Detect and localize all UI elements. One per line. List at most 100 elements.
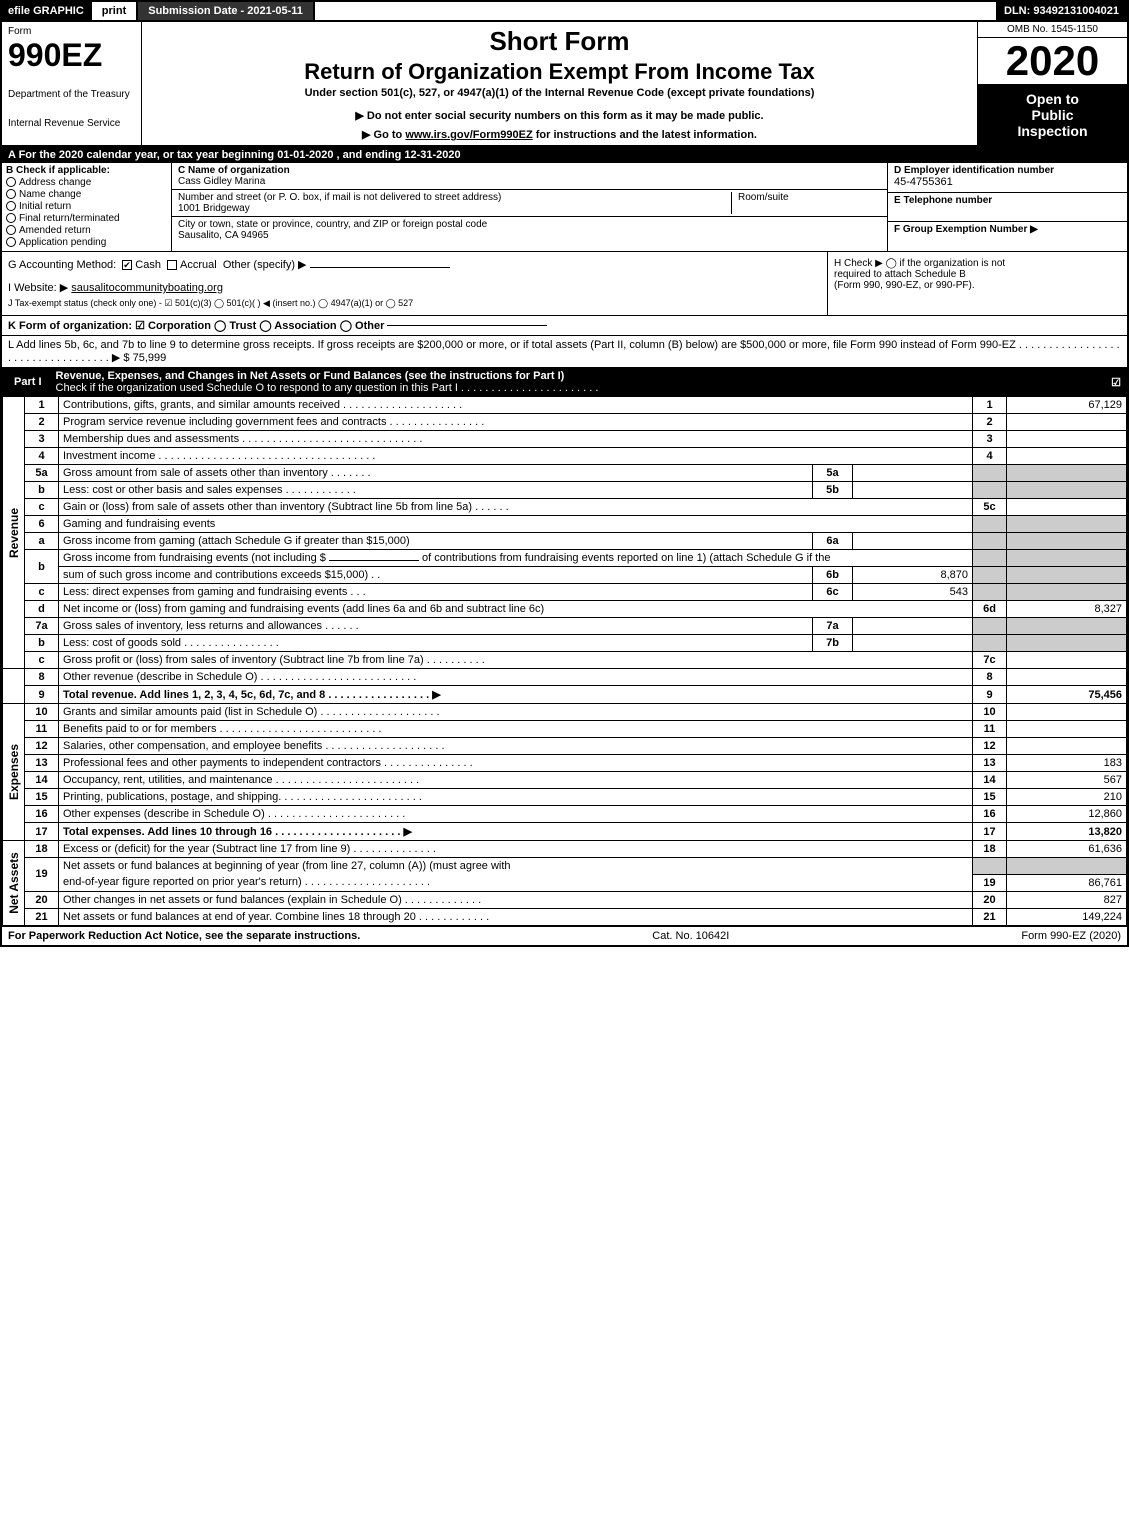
line-key: 10	[973, 704, 1007, 721]
line-amt: 75,456	[1007, 686, 1127, 704]
line-num: 19	[25, 858, 59, 892]
shade-cell	[973, 635, 1007, 652]
part-checkbox[interactable]: ☑	[1111, 376, 1121, 389]
line-desc: Other changes in net assets or fund bala…	[59, 891, 973, 908]
line-desc: Printing, publications, postage, and shi…	[59, 789, 973, 806]
line-num: 15	[25, 789, 59, 806]
cb-final-return[interactable]: Final return/terminated	[6, 213, 167, 224]
under-section: Under section 501(c), 527, or 4947(a)(1)…	[150, 87, 969, 99]
line-amt: 61,636	[1007, 841, 1127, 858]
section-def: D Employer identification number 45-4755…	[887, 163, 1127, 251]
line-amt: 210	[1007, 789, 1127, 806]
part-label: Part I	[8, 375, 48, 389]
efile-label: efile GRAPHIC	[2, 2, 92, 20]
line-key: 4	[973, 448, 1007, 465]
shade-cell	[973, 482, 1007, 499]
k-other-blank[interactable]	[387, 325, 547, 326]
circle-icon	[6, 225, 16, 235]
line-desc: Net assets or fund balances at beginning…	[59, 858, 973, 875]
shade-cell	[1007, 584, 1127, 601]
goto-pre: ▶ Go to	[362, 129, 405, 141]
cb-label: Initial return	[19, 201, 71, 212]
f-label: F Group Exemption Number ▶	[894, 224, 1121, 235]
table-row: 19Net assets or fund balances at beginni…	[3, 858, 1127, 875]
line-amt: 827	[1007, 891, 1127, 908]
shade-cell	[1007, 550, 1127, 567]
line-desc: Gross income from gaming (attach Schedul…	[59, 533, 813, 550]
table-row: 12Salaries, other compensation, and empl…	[3, 738, 1127, 755]
line-desc: Gaming and fundraising events	[59, 516, 973, 533]
form-990ez-page: efile GRAPHIC print Submission Date - 20…	[0, 0, 1129, 947]
sub-val	[853, 533, 973, 550]
ssn-notice: ▶ Do not enter social security numbers o…	[150, 109, 969, 122]
cb-name-change[interactable]: Name change	[6, 189, 167, 200]
cb-label: Address change	[19, 177, 91, 188]
b-heading: B Check if applicable:	[6, 165, 167, 176]
cb-label: Application pending	[19, 237, 106, 248]
line-num: 2	[25, 414, 59, 431]
org-name: Cass Gidley Marina	[178, 176, 881, 187]
cb-initial-return[interactable]: Initial return	[6, 201, 167, 212]
line-num: d	[25, 601, 59, 618]
circle-icon	[6, 189, 16, 199]
goto-link[interactable]: www.irs.gov/Form990EZ	[405, 129, 532, 141]
line-desc: Membership dues and assessments . . . . …	[59, 431, 973, 448]
blank-field[interactable]	[329, 560, 419, 561]
line-desc: Salaries, other compensation, and employ…	[59, 738, 973, 755]
cb-address-change[interactable]: Address change	[6, 177, 167, 188]
cb-label: Name change	[19, 189, 81, 200]
short-form-title: Short Form	[150, 26, 969, 57]
omb-number: OMB No. 1545-1150	[978, 22, 1127, 38]
line-key: 2	[973, 414, 1007, 431]
line-key: 19	[973, 874, 1007, 891]
line-amt: 86,761	[1007, 874, 1127, 891]
shade-cell	[1007, 618, 1127, 635]
header-left: Form 990EZ Department of the Treasury In…	[2, 22, 142, 145]
line-key: 18	[973, 841, 1007, 858]
desc-part: of contributions from fundraising events…	[419, 552, 831, 564]
dept-irs: Internal Revenue Service	[8, 118, 135, 129]
table-row: 14Occupancy, rent, utilities, and mainte…	[3, 772, 1127, 789]
line-num: 9	[25, 686, 59, 704]
line-num: 10	[25, 704, 59, 721]
table-row: b Gross income from fundraising events (…	[3, 550, 1127, 567]
g-row: G Accounting Method: Cash Accrual Other …	[8, 258, 821, 271]
checkbox-cash[interactable]	[122, 260, 132, 270]
line-key: 6d	[973, 601, 1007, 618]
website-link[interactable]: sausalitocommunityboating.org	[71, 282, 223, 294]
part-i-block: Revenue, Expenses, and Changes in Net As…	[56, 370, 1112, 394]
sub-num: 5b	[813, 482, 853, 499]
shade-cell	[973, 533, 1007, 550]
line-num: c	[25, 584, 59, 601]
line-j: J Tax-exempt status (check only one) - ☑…	[8, 298, 821, 309]
line-desc: Investment income . . . . . . . . . . . …	[59, 448, 973, 465]
goto-post: for instructions and the latest informat…	[533, 129, 757, 141]
table-row: 8Other revenue (describe in Schedule O) …	[3, 669, 1127, 686]
sub-val	[853, 465, 973, 482]
line-desc: Professional fees and other payments to …	[59, 755, 973, 772]
line-num: 5a	[25, 465, 59, 482]
g-other-blank[interactable]	[310, 267, 450, 268]
submission-date: Submission Date - 2021-05-11	[138, 2, 315, 20]
line-desc: Net income or (loss) from gaming and fun…	[59, 601, 973, 618]
line-a-taxyear: A For the 2020 calendar year, or tax yea…	[2, 147, 1127, 163]
cb-application-pending[interactable]: Application pending	[6, 237, 167, 248]
print-button[interactable]: print	[92, 2, 138, 20]
shade-cell	[973, 858, 1007, 875]
line-num: 8	[25, 669, 59, 686]
line-num: 17	[25, 823, 59, 841]
line-num: 13	[25, 755, 59, 772]
line-amt	[1007, 448, 1127, 465]
line-key: 15	[973, 789, 1007, 806]
line-num: 18	[25, 841, 59, 858]
cb-amended-return[interactable]: Amended return	[6, 225, 167, 236]
dln-label: DLN: 93492131004021	[996, 2, 1127, 20]
line-k: K Form of organization: ☑ Corporation ◯ …	[2, 316, 1127, 336]
line-key: 7c	[973, 652, 1007, 669]
checkbox-accrual[interactable]	[167, 260, 177, 270]
footer-left: For Paperwork Reduction Act Notice, see …	[8, 930, 360, 942]
line-key: 11	[973, 721, 1007, 738]
sub-num: 6a	[813, 533, 853, 550]
h-text3: (Form 990, 990-EZ, or 990-PF).	[834, 280, 1121, 291]
line-amt: 67,129	[1007, 397, 1127, 414]
